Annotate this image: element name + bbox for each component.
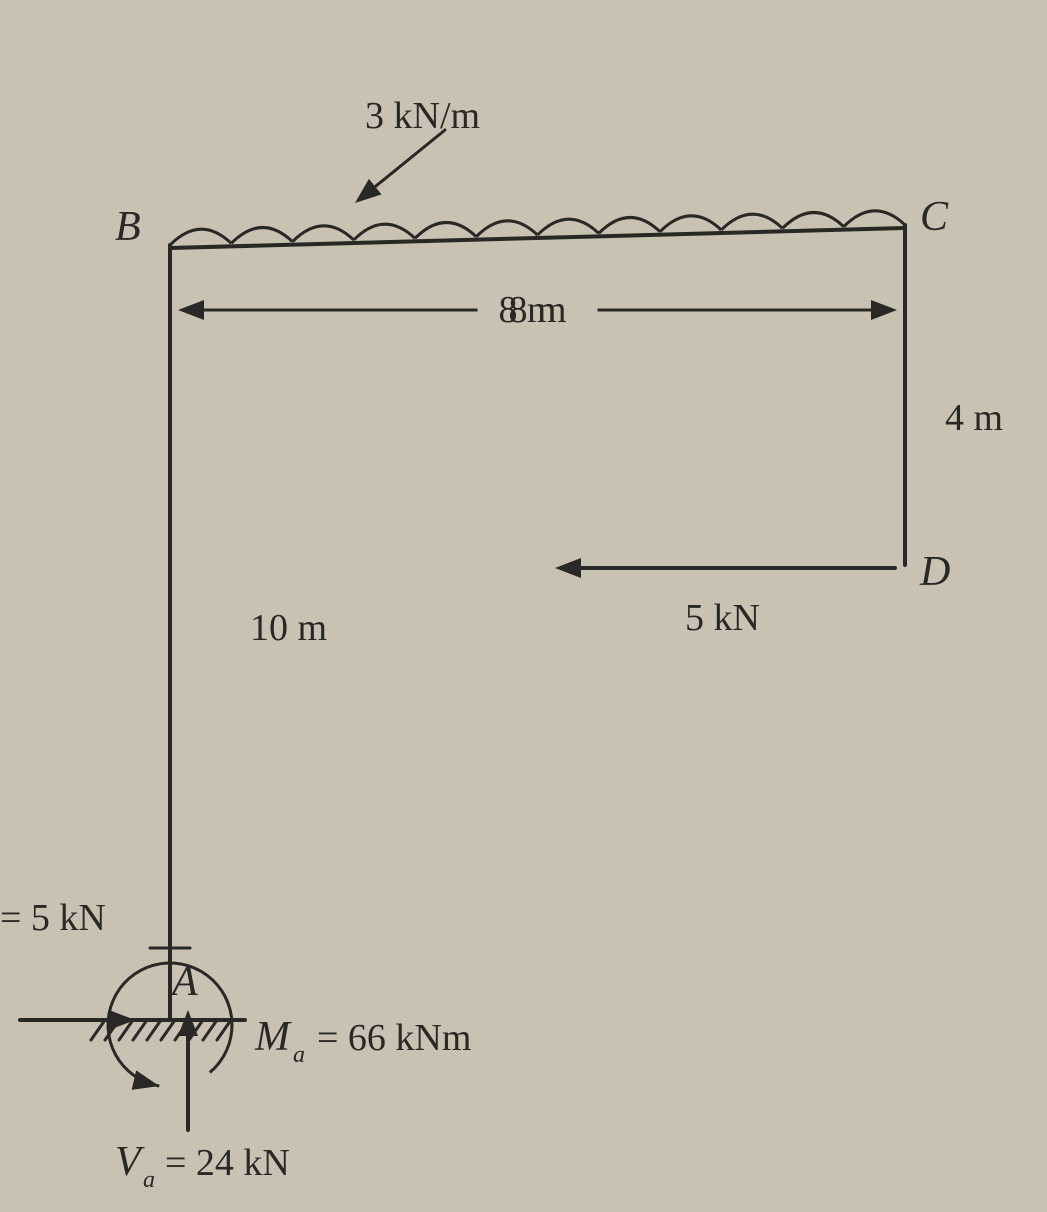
reaction-vertical-value: = 24 kN	[165, 1142, 290, 1184]
reaction-vertical	[178, 1010, 198, 1130]
reaction-vertical-var: V	[115, 1139, 145, 1185]
reaction-horizontal-label: = 5 kN	[0, 897, 106, 939]
dimension-bc-label: 8 m	[508, 289, 566, 331]
distributed-load	[170, 130, 905, 245]
dimension-ab-label: 10 m	[250, 607, 327, 649]
dimension-cd-label: 4 m	[945, 397, 1003, 439]
reaction-moment-value: = 66 kNm	[317, 1017, 471, 1059]
reaction-moment-sub: a	[293, 1042, 305, 1068]
reaction-horizontal	[20, 948, 190, 1030]
reaction-moment-var: M	[254, 1014, 292, 1060]
point-load-d-label: 5 kN	[685, 597, 760, 639]
node-C-label: C	[920, 194, 949, 240]
node-D-label: D	[919, 549, 950, 595]
point-load-d	[555, 558, 895, 578]
reaction-vertical-sub: a	[143, 1167, 155, 1193]
node-B-label: B	[115, 204, 141, 250]
distributed-load-label: 3 kN/m	[365, 95, 480, 137]
